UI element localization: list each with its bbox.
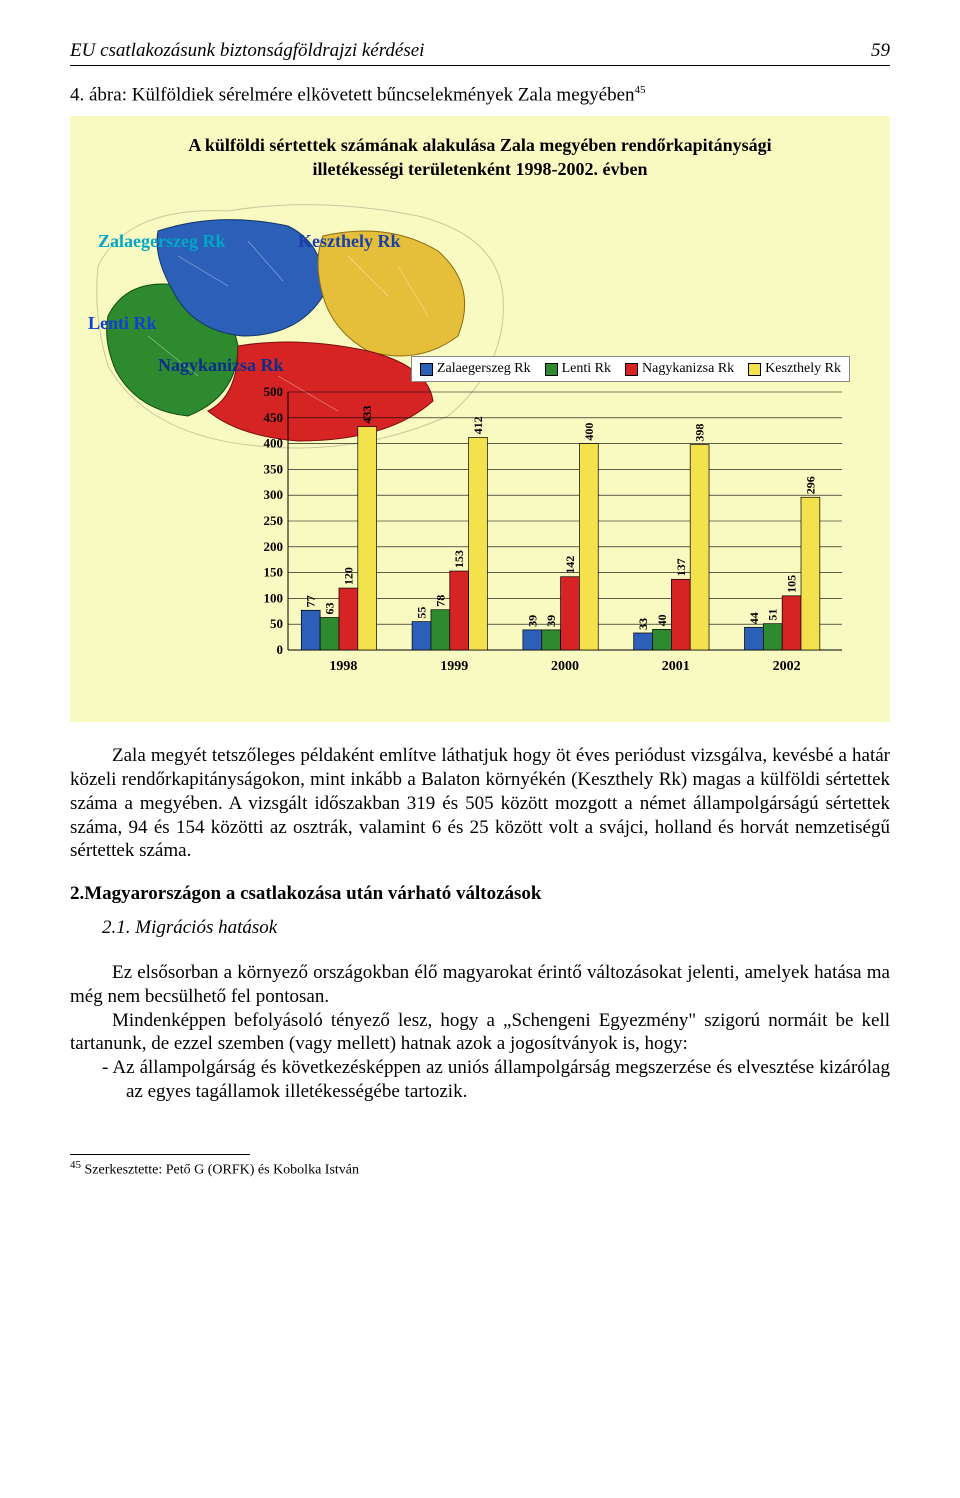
svg-text:400: 400 bbox=[264, 436, 284, 451]
svg-text:105: 105 bbox=[785, 575, 799, 593]
svg-text:50: 50 bbox=[270, 617, 283, 632]
svg-text:63: 63 bbox=[323, 603, 337, 615]
running-title: EU csatlakozásunk biztonságföldrajzi kér… bbox=[70, 40, 424, 62]
section-heading: 2.Magyarországon a csatlakozása után vár… bbox=[70, 883, 890, 905]
svg-text:39: 39 bbox=[525, 615, 539, 627]
svg-text:433: 433 bbox=[360, 406, 374, 424]
map-label-lenti: Lenti Rk bbox=[88, 314, 157, 334]
svg-text:1998: 1998 bbox=[329, 659, 357, 674]
svg-text:51: 51 bbox=[766, 609, 780, 621]
svg-text:153: 153 bbox=[452, 550, 466, 568]
svg-text:33: 33 bbox=[636, 618, 650, 630]
svg-text:300: 300 bbox=[264, 488, 284, 503]
svg-text:100: 100 bbox=[264, 591, 284, 606]
svg-text:120: 120 bbox=[341, 567, 355, 585]
paragraph-1: Zala megyét tetszőleges példaként említv… bbox=[70, 744, 890, 863]
footnote-rule bbox=[70, 1154, 250, 1155]
svg-text:398: 398 bbox=[693, 424, 707, 442]
bar-chart: Zalaegerszeg Rk Lenti Rk Nagykanizsa Rk … bbox=[250, 356, 850, 676]
svg-text:77: 77 bbox=[304, 596, 318, 608]
map-label-zalaegerszeg: Zalaegerszeg Rk bbox=[98, 232, 225, 252]
svg-text:296: 296 bbox=[803, 477, 817, 495]
map-label-keszthely: Keszthely Rk bbox=[298, 232, 401, 252]
figure-panel: A külföldi sértettek számának alakulása … bbox=[70, 116, 890, 722]
chart-legend: Zalaegerszeg Rk Lenti Rk Nagykanizsa Rk … bbox=[411, 356, 850, 382]
paragraph-2: Ez elsősorban a környező országokban élő… bbox=[70, 961, 890, 1009]
figure-title-l2: illetékességi területenként 1998-2002. é… bbox=[313, 159, 648, 179]
svg-text:2002: 2002 bbox=[773, 659, 801, 674]
figure-title-l1: A külföldi sértettek számának alakulása … bbox=[188, 135, 771, 155]
svg-text:2001: 2001 bbox=[662, 659, 690, 674]
svg-text:142: 142 bbox=[563, 556, 577, 574]
page-number: 59 bbox=[871, 40, 890, 62]
svg-text:400: 400 bbox=[582, 423, 596, 441]
svg-text:137: 137 bbox=[674, 559, 688, 577]
footnote: 45 Szerkesztette: Pető G (ORFK) és Kobol… bbox=[70, 1159, 890, 1179]
header-rule bbox=[70, 65, 890, 66]
svg-text:350: 350 bbox=[264, 462, 284, 477]
svg-text:150: 150 bbox=[264, 565, 284, 580]
svg-text:500: 500 bbox=[264, 386, 284, 399]
svg-text:200: 200 bbox=[264, 539, 284, 554]
subsection-heading: 2.1. Migrációs hatások bbox=[102, 917, 890, 939]
svg-text:1999: 1999 bbox=[440, 659, 468, 674]
svg-text:0: 0 bbox=[277, 642, 284, 657]
paragraph-3: Mindenképpen befolyásoló tényező lesz, h… bbox=[70, 1009, 890, 1057]
svg-text:250: 250 bbox=[264, 513, 284, 528]
svg-text:44: 44 bbox=[747, 613, 761, 625]
figure-caption: 4. ábra: Külföldiek sérelmére elkövetett… bbox=[70, 84, 890, 106]
svg-text:450: 450 bbox=[264, 410, 284, 425]
svg-text:40: 40 bbox=[655, 615, 669, 627]
svg-text:2000: 2000 bbox=[551, 659, 579, 674]
svg-text:78: 78 bbox=[433, 595, 447, 607]
svg-text:412: 412 bbox=[471, 417, 485, 435]
bullet-1: - Az állampolgárság és következésképpen … bbox=[102, 1056, 890, 1104]
svg-text:55: 55 bbox=[415, 607, 429, 619]
svg-text:39: 39 bbox=[544, 615, 558, 627]
